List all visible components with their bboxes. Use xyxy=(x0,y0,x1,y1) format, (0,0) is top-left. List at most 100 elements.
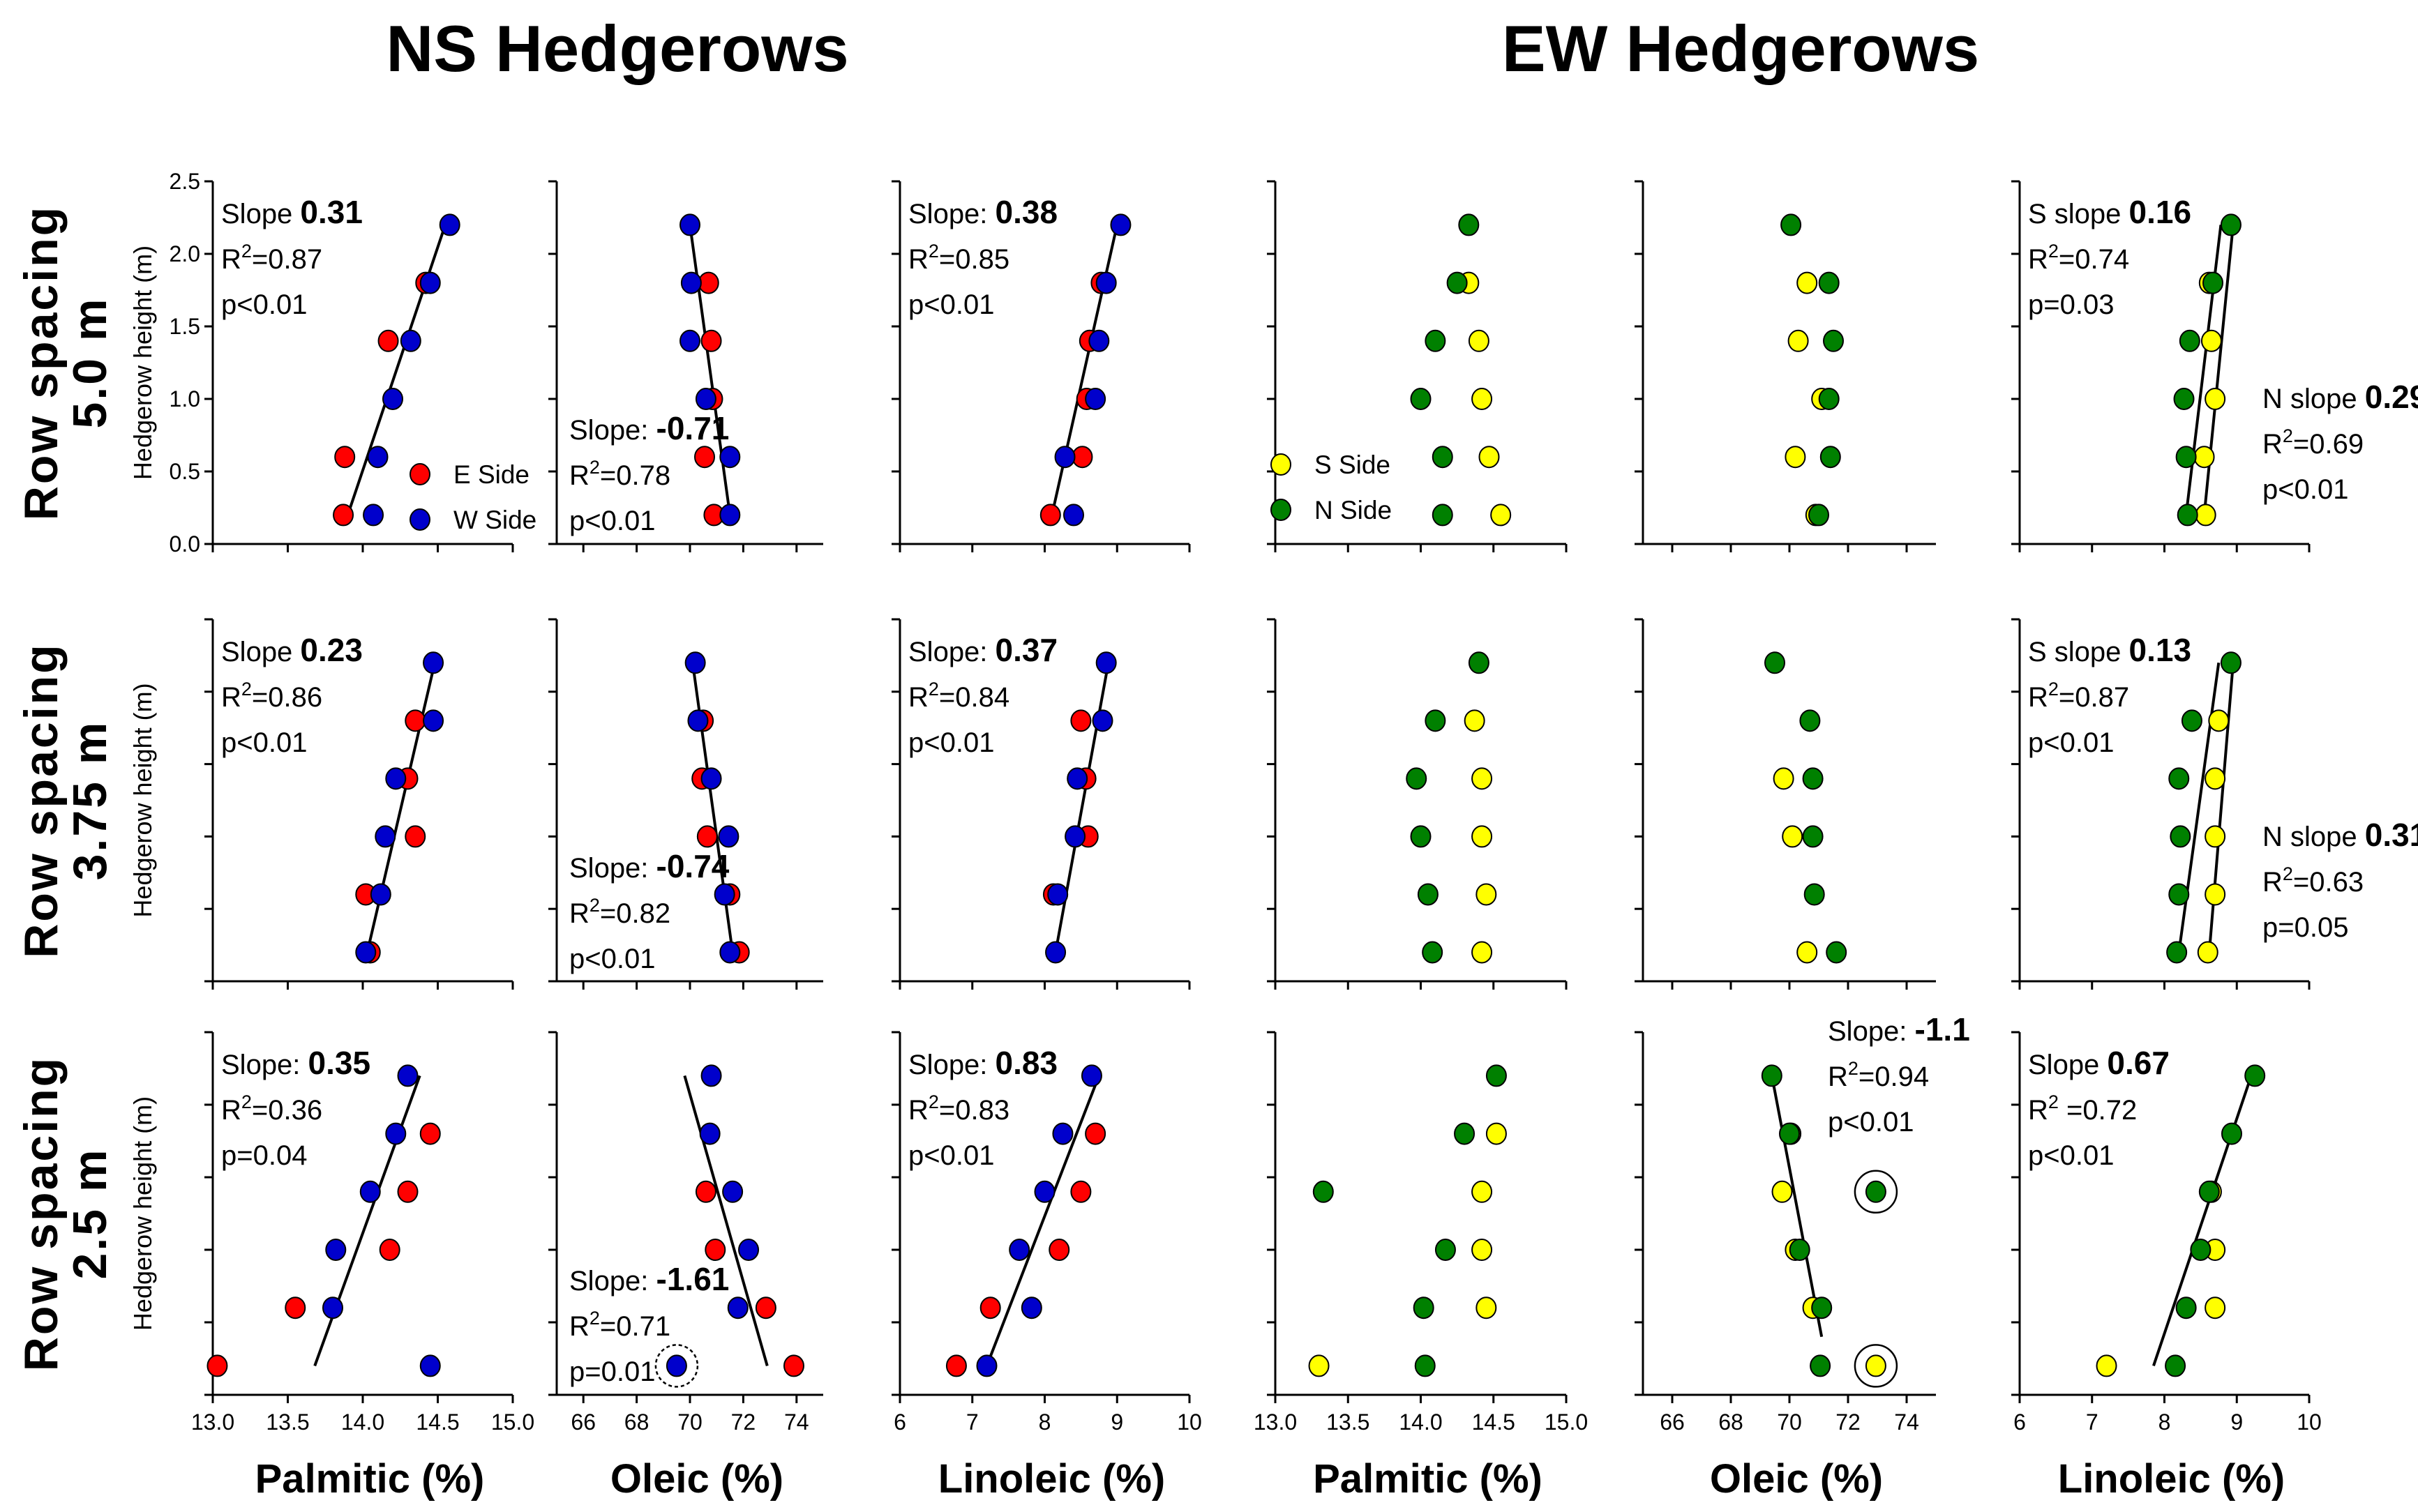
point-w-side xyxy=(699,1122,721,1145)
x-axis-label: Linoleic (%) xyxy=(938,1456,1165,1502)
x-tick-label: 70 xyxy=(1777,1409,1802,1435)
point-e-side xyxy=(333,504,354,527)
annotation-line: R2=0.74 xyxy=(2028,241,2129,275)
point-w-side xyxy=(679,213,700,236)
point-s-side xyxy=(2208,709,2230,732)
point-s-side xyxy=(1785,446,1806,469)
x-tick-label: 15.0 xyxy=(1545,1409,1588,1435)
annotation-line: R2=0.87 xyxy=(221,241,322,275)
point-n-side xyxy=(2190,1239,2212,1261)
x-axis-label: Linoleic (%) xyxy=(2058,1456,2285,1502)
y-tick-label: 2.5 xyxy=(170,169,200,194)
annotation-line: N slope 0.29 xyxy=(2262,379,2418,415)
row-label-line1: Row spacing xyxy=(15,1056,68,1371)
point-e-side xyxy=(405,825,426,848)
regression-line xyxy=(346,224,447,516)
x-tick-label: 68 xyxy=(1718,1409,1743,1435)
annotation-line: R2=0.69 xyxy=(2262,425,2364,460)
point-s-side xyxy=(1865,1354,1886,1377)
regression-line xyxy=(985,1075,1101,1367)
x-tick-label: 14.0 xyxy=(1399,1409,1442,1435)
point-n-side xyxy=(1808,504,1829,527)
point-s-side xyxy=(1782,825,1803,848)
header-ns-hedgerows: NS Hedgerows xyxy=(386,12,848,85)
panel-ns-2.5-linoleic: 6 7 8 9 10 Linoleic (%) Slope: 0.83 R2=0.83 p<0.… xyxy=(892,1031,1202,1502)
legend: S Side N Side xyxy=(1270,451,1392,524)
point-n-side xyxy=(2168,767,2190,790)
point-s-side xyxy=(2205,883,2226,906)
point-n-side xyxy=(1410,825,1432,848)
annotation-line: Slope 0.23 xyxy=(221,632,363,668)
annotation-line: Slope: -0.71 xyxy=(569,410,729,446)
point-w-side xyxy=(1081,1064,1102,1087)
point-w-side xyxy=(322,1296,343,1320)
point-e-side xyxy=(379,1239,400,1261)
x-tick-label: 6 xyxy=(2013,1409,2026,1435)
point-s-side xyxy=(1796,271,1818,294)
point-n-side xyxy=(1789,1239,1810,1261)
point-n-side xyxy=(1810,1354,1831,1377)
point-e-side xyxy=(1070,1180,1092,1203)
annotation-line: p<0.01 xyxy=(1828,1107,1914,1137)
x-tick-label: 7 xyxy=(966,1409,979,1435)
point-n-side xyxy=(1818,271,1840,294)
point-w-side xyxy=(684,651,706,674)
x-tick-label: 10 xyxy=(2297,1409,2322,1435)
annotation-line: Slope: 0.35 xyxy=(221,1045,370,1081)
point-n-side xyxy=(1811,1296,1833,1320)
legend: E Side W Side xyxy=(410,460,536,534)
point-n-side xyxy=(2177,504,2198,527)
point-e-side xyxy=(1070,709,1092,732)
point-n-side xyxy=(1406,767,1427,790)
point-w-side xyxy=(385,767,407,790)
row-label-line2: 3.75 m xyxy=(63,720,117,881)
point-w-side xyxy=(722,1180,744,1203)
annotation-line: p<0.01 xyxy=(569,506,655,536)
point-e-side xyxy=(1039,504,1061,527)
legend-marker xyxy=(1270,499,1291,521)
point-n-side xyxy=(1818,388,1840,410)
point-w-side xyxy=(700,767,722,790)
annotation-line: p<0.01 xyxy=(569,944,655,974)
point-s-side xyxy=(1471,1239,1493,1261)
point-s-side xyxy=(1471,941,1493,964)
point-e-side xyxy=(945,1354,967,1377)
y-axis-label: Hedgerow height (m) xyxy=(128,683,157,917)
point-e-side xyxy=(285,1296,306,1320)
annotation-line: p<0.01 xyxy=(908,727,994,758)
point-n-side xyxy=(1764,651,1785,674)
point-w-side xyxy=(700,1064,722,1087)
annotation-line: R2=0.63 xyxy=(2262,863,2364,898)
point-s-side xyxy=(2205,1296,2226,1320)
annotation-line: p=0.04 xyxy=(221,1140,307,1171)
point-w-side xyxy=(419,271,441,294)
point-w-side xyxy=(1045,941,1067,964)
x-tick-label: 7 xyxy=(2086,1409,2098,1435)
point-s-side xyxy=(2205,825,2226,848)
point-w-side xyxy=(439,213,460,236)
regression-line xyxy=(313,1075,421,1367)
y-tick-label: 0.5 xyxy=(170,459,200,484)
point-e-side xyxy=(755,1296,776,1320)
point-n-side xyxy=(1434,1239,1456,1261)
legend-marker xyxy=(1270,453,1291,476)
point-n-side xyxy=(1425,329,1446,352)
point-n-side xyxy=(2166,941,2188,964)
x-axis-label: Oleic (%) xyxy=(610,1456,783,1502)
annotation-line: p<0.01 xyxy=(221,289,307,320)
point-w-side xyxy=(1067,767,1088,790)
regression-line xyxy=(2202,225,2235,515)
point-w-side xyxy=(1065,825,1086,848)
point-n-side xyxy=(2244,1064,2266,1087)
point-n-side xyxy=(2173,388,2195,410)
outlier-circle xyxy=(1854,1344,1898,1388)
y-axis-label: Hedgerow height (m) xyxy=(128,1096,157,1331)
point-w-side xyxy=(687,709,709,732)
point-s-side xyxy=(2205,388,2226,410)
annotation-line: Slope: -0.74 xyxy=(569,848,730,884)
annotation-line: Slope: 0.38 xyxy=(908,194,1058,230)
panel-ew-5.0-oleic xyxy=(1635,180,1936,552)
point-e-side xyxy=(700,329,722,352)
legend-label: W Side xyxy=(453,506,536,534)
point-n-side xyxy=(2179,329,2200,352)
